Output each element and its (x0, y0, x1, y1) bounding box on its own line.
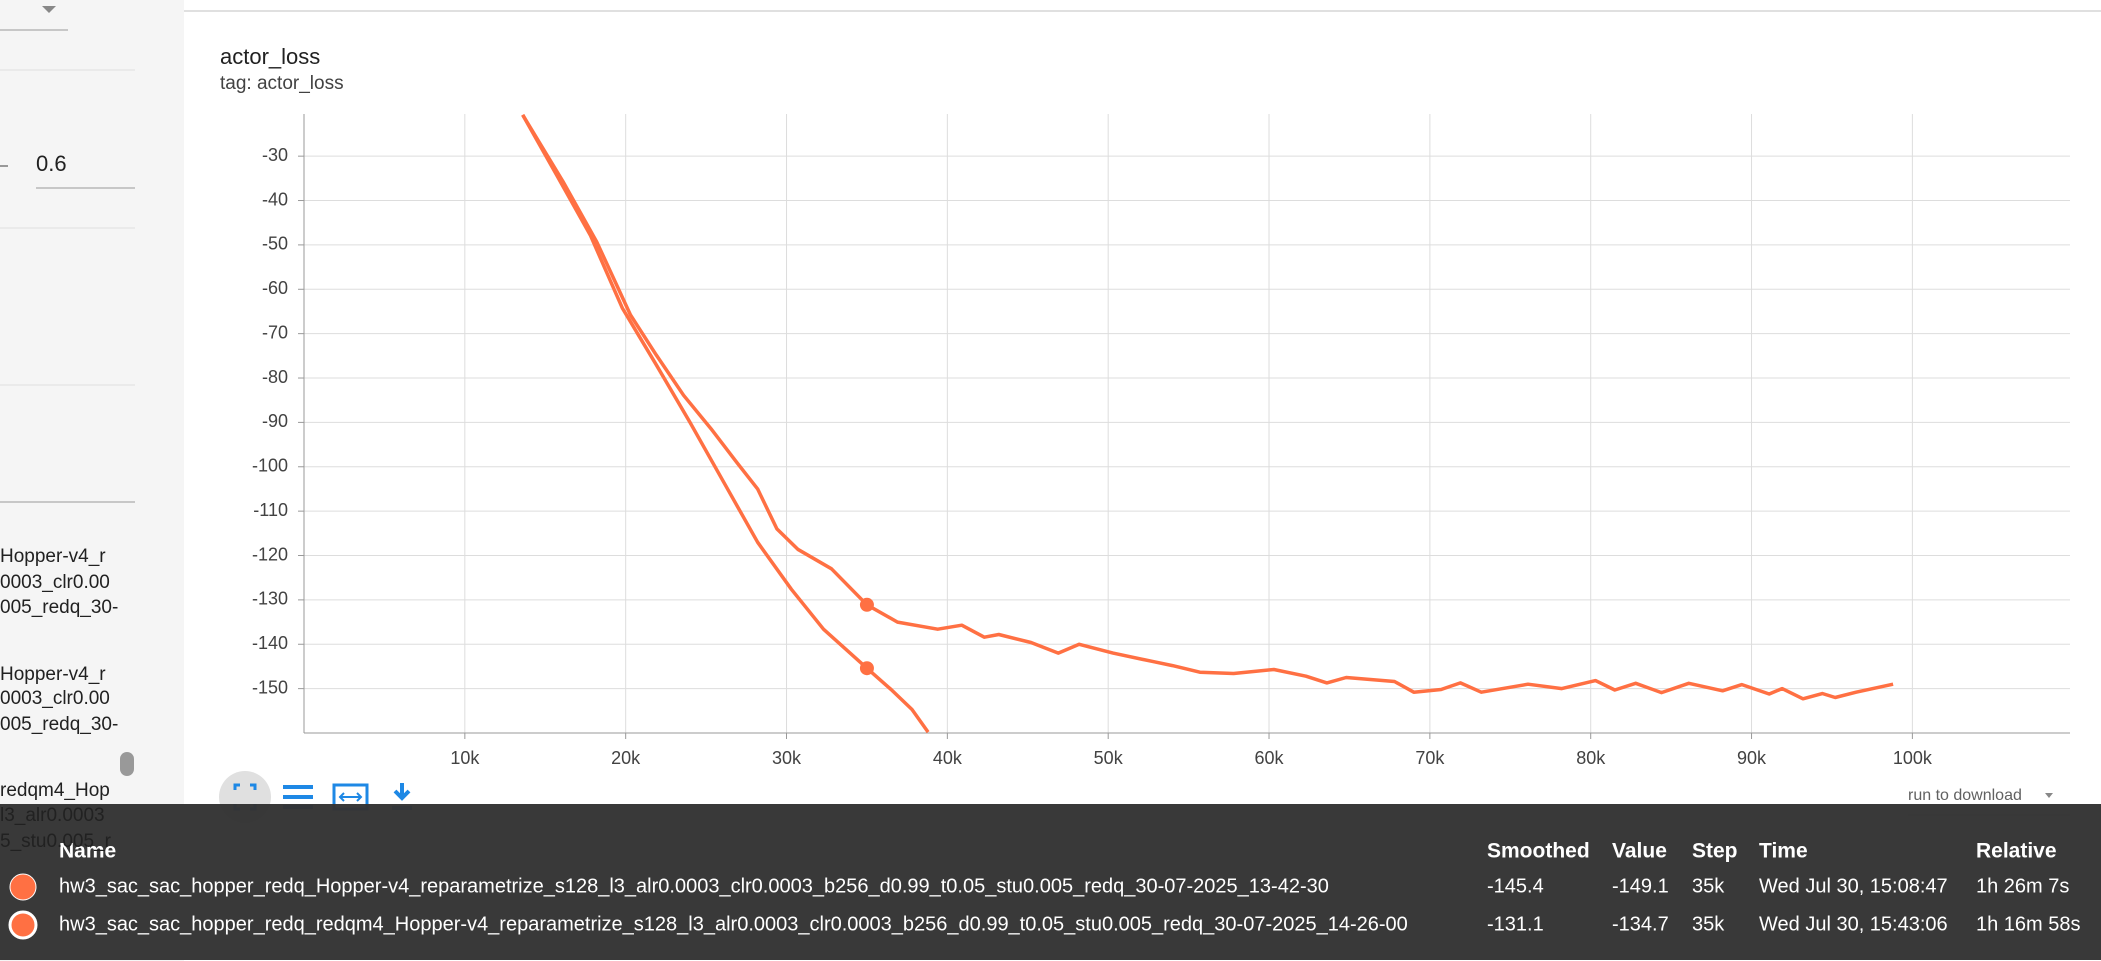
cell: 35k (1692, 875, 1725, 897)
column-header: Relative (1976, 840, 2057, 863)
y-tick-label: -130 (252, 589, 288, 609)
fit-icon (338, 792, 363, 802)
cell: -131.1 (1487, 913, 1544, 935)
cell: 1h 26m 7s (1976, 875, 2069, 897)
tooltip (0, 804, 2101, 960)
cell: -134.7 (1612, 913, 1669, 935)
y-tick-label: -30 (262, 145, 288, 165)
y-tick-label: -80 (262, 367, 288, 387)
y-tick-label: -70 (262, 322, 288, 342)
column-header: Smoothed (1487, 840, 1590, 863)
run-label: 005_redq_30- (0, 597, 118, 618)
column-header: Time (1759, 840, 1808, 863)
column-header: Value (1612, 840, 1667, 863)
card (184, 0, 2101, 961)
cell: -149.1 (1612, 875, 1669, 897)
x-tick-label: 20k (611, 748, 641, 768)
run-name: hw3_sac_sac_hopper_redq_redqm4_Hopper-v4… (59, 913, 1408, 935)
y-tick-label: -50 (262, 234, 288, 254)
run-name: hw3_sac_sac_hopper_redq_Hopper-v4_repara… (59, 875, 1329, 897)
y-tick-label: -140 (252, 633, 288, 653)
run-swatch (8, 910, 38, 940)
x-tick-label: 10k (450, 748, 480, 768)
run-label: 0003_clr0.00 (0, 688, 110, 709)
dropdown-arrow[interactable] (42, 6, 56, 13)
x-tick-label: 40k (933, 748, 963, 768)
tooltip-table: Name Smoothed Value Step Time Relative hw3_sac… (8, 840, 2081, 940)
cell: -145.4 (1487, 875, 1544, 897)
run-label: 005_redq_30- (0, 714, 118, 735)
run-label: 0003_clr0.00 (0, 572, 110, 593)
run-label: l3_alr0.0003 (0, 805, 105, 826)
y-tick-label: -150 (252, 677, 288, 697)
x-tick-label: 60k (1255, 748, 1285, 768)
cell: Wed Jul 30, 15:43:06 (1759, 913, 1948, 935)
x-tick-label: 90k (1737, 748, 1767, 768)
hover-dot (859, 661, 874, 676)
series-line (521, 114, 930, 733)
cell: Wed Jul 30, 15:08:47 (1759, 875, 1948, 897)
sidebar (0, 0, 184, 961)
fullscreen-icon (233, 783, 257, 811)
smoothing-input[interactable]: 0.6 (36, 151, 67, 176)
x-tick-label: 70k (1415, 748, 1445, 768)
column-header: Step (1692, 840, 1738, 863)
download-arrow[interactable] (2045, 793, 2053, 798)
download-select[interactable]: run to download (1908, 787, 2022, 804)
y-tick-label: -110 (253, 500, 288, 520)
x-tick-label: 100k (1893, 748, 1933, 768)
chart-tag: tag: actor_loss (220, 73, 344, 94)
run-swatch (9, 873, 37, 901)
column-header: Name (59, 840, 116, 863)
run-label: 5_stu0.005_r (0, 831, 112, 852)
run-label: Hopper-v4_r (0, 546, 106, 567)
hover-dot (859, 597, 874, 612)
chart-title: actor_loss (220, 44, 320, 69)
x-tick-label: 50k (1094, 748, 1124, 768)
y-tick-label: -60 (262, 278, 288, 298)
run-label: redqm4_Hop (0, 780, 110, 801)
run-label: Hopper-v4_r (0, 664, 106, 685)
x-tick-label: 80k (1576, 748, 1606, 768)
cell: 35k (1692, 913, 1725, 935)
cell: 1h 16m 58s (1976, 913, 2081, 935)
y-tick-label: -120 (252, 544, 288, 564)
y-tick-label: -90 (262, 411, 288, 431)
scrollbar[interactable] (120, 752, 134, 776)
y-tick-label: -100 (252, 456, 288, 476)
y-tick-label: -40 (262, 189, 288, 209)
x-tick-label: 30k (772, 748, 802, 768)
plot: -30 -40 -50 -60 -70 -80 -90 -100 -110 -120 -130 -14… (252, 114, 2070, 768)
series-line (521, 114, 1894, 701)
